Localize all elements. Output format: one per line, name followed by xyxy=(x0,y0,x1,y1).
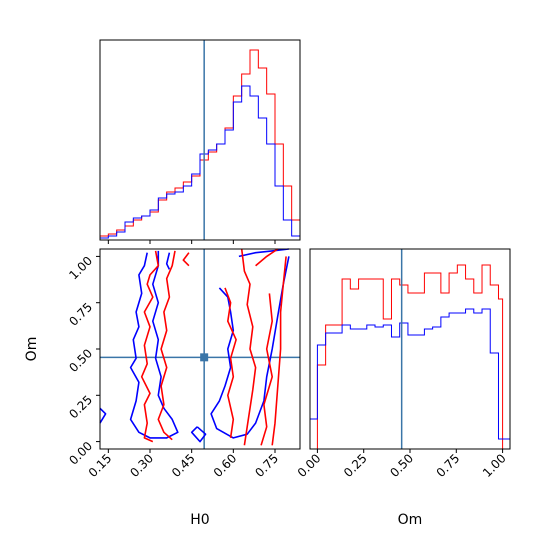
contour-line-blue xyxy=(210,256,290,439)
om-x-tick-label: 0.00 xyxy=(295,451,324,480)
contour-line-red xyxy=(271,256,287,446)
x-axis-label-h0: H0 xyxy=(190,512,209,528)
om-x-tick-label: 0.25 xyxy=(341,451,370,480)
contour-y-tick-label: 0.25 xyxy=(66,393,95,422)
om-x-tick-label: 1.00 xyxy=(480,451,509,480)
om-histogram-series-blue xyxy=(309,308,510,449)
contour-x-tick-label: 0.75 xyxy=(252,451,281,480)
om-histogram-series-red xyxy=(310,264,510,450)
contour-x-tick-label: 0.15 xyxy=(86,451,115,480)
contour-y-tick-label: 0.75 xyxy=(66,300,95,329)
contour-line-blue xyxy=(238,248,289,258)
contour-line-red xyxy=(260,293,273,446)
x-axis-label-om: Om xyxy=(398,512,423,528)
contour-line-red xyxy=(182,252,190,267)
contour-line-blue xyxy=(129,250,179,439)
contour-line-blue xyxy=(165,252,171,270)
h0-histogram-series-red xyxy=(99,49,301,240)
h0-histogram-frame xyxy=(99,39,301,241)
om-histogram-panel: 0.00 0.25 0.50 0.75 1.00 Om xyxy=(295,248,511,528)
contour-line-red xyxy=(157,250,176,441)
contour-line-blue xyxy=(190,426,207,443)
contour-line-red xyxy=(224,287,237,439)
truth-marker xyxy=(200,353,209,362)
om-histogram-frame xyxy=(309,248,511,450)
om-x-tick-label: 0.75 xyxy=(434,451,463,480)
y-axis-label-om: Om xyxy=(24,337,40,362)
contour-line-red xyxy=(240,248,257,446)
contour-y-tick-label: 0.50 xyxy=(66,346,95,375)
contour-x-tick-label: 0.60 xyxy=(211,451,240,480)
contour-y-tick-label: 0.00 xyxy=(66,439,95,468)
contour-line-red xyxy=(255,248,279,267)
contour-x-tick-label: 0.30 xyxy=(127,451,156,480)
h0-histogram-panel xyxy=(99,39,301,244)
h0-histogram-series-blue xyxy=(99,85,301,240)
om-x-tick-label: 0.50 xyxy=(387,451,416,480)
contour-panel: 0.15 0.30 0.45 0.60 0.75 0.00 0.25 0.50 0.75 1.00… xyxy=(24,248,301,528)
contour-x-tick-label: 0.45 xyxy=(169,451,198,480)
contour-y-tick-label: 1.00 xyxy=(66,254,95,283)
contour-line-red xyxy=(140,250,160,443)
contour-line-blue xyxy=(99,407,107,424)
